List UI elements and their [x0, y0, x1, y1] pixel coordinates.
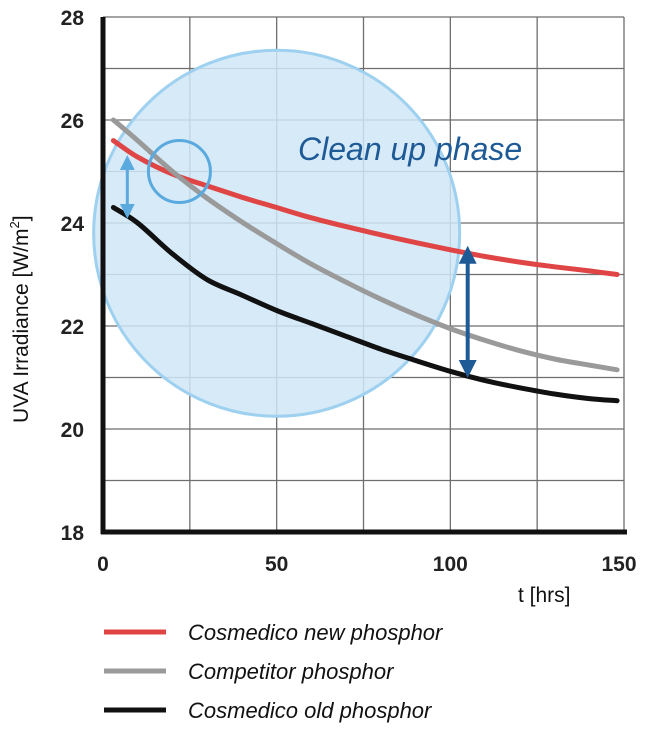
y-tick-label: 26 [61, 110, 84, 133]
y-tick-label: 20 [61, 419, 84, 442]
y-axis-label-close: ] [10, 215, 33, 221]
legend: Cosmedico new phosphor Competitor phospho… [104, 620, 444, 723]
crossover-focus-circle [146, 139, 212, 204]
series-line-1 [110, 138, 620, 277]
x-tick-label: 100 [433, 553, 468, 576]
axes [100, 17, 627, 535]
series-lines [110, 117, 620, 404]
y-tick-label: 28 [61, 7, 85, 30]
x-tick-labels: 0 50 100 150 [97, 553, 636, 576]
x-tick-label: 0 [97, 553, 109, 576]
x-axis-label: t [hrs] [518, 584, 571, 607]
legend-label: Competitor phosphor [188, 659, 395, 684]
legend-label: Cosmedico old phosphor [188, 698, 433, 723]
y-axis-label-superscript: 2 [7, 221, 22, 228]
x-tick-label: 150 [601, 553, 636, 576]
y-tick-label: 22 [61, 316, 84, 339]
y-tick-label: 18 [61, 522, 85, 545]
series-line-3 [110, 205, 620, 404]
y-axis-label: UVA Irradiance [W/m2] [7, 215, 33, 423]
y-tick-labels: 18 20 22 24 26 28 [61, 7, 85, 545]
y-axis-label-main: UVA Irradiance [W/m [10, 229, 33, 424]
y-tick-label: 24 [61, 213, 85, 236]
series-line-2 [110, 117, 620, 373]
clean-up-phase-label: Clean up phase [298, 131, 522, 167]
x-tick-label: 50 [265, 553, 288, 576]
legend-label: Cosmedico new phosphor [188, 620, 444, 645]
